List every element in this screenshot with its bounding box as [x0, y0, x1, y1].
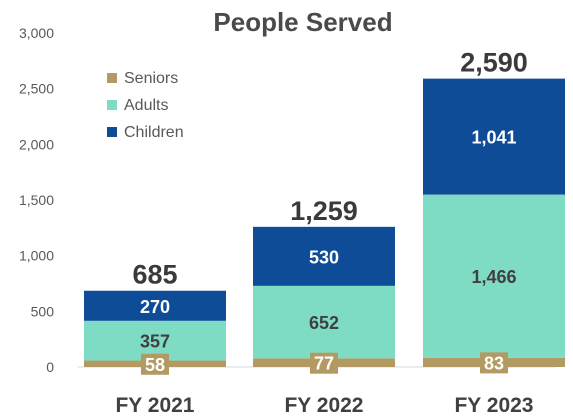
bar-children-fy-2022: [253, 226, 395, 286]
data-label-seniors: 77: [314, 354, 334, 374]
legend: Seniors Adults Children: [107, 70, 184, 141]
data-label-box: [480, 352, 508, 374]
legend-label-adults: Adults: [124, 97, 168, 114]
x-tick-label: FY 2023: [454, 394, 533, 417]
total-label: 685: [132, 260, 177, 290]
data-label-seniors: 83: [484, 353, 504, 373]
data-label-seniors: 58: [145, 355, 165, 375]
y-axis: 0 500 1,000 1,500 2,000 2,500 3,000: [19, 25, 54, 375]
total-label: 1,259: [290, 196, 358, 226]
data-label-adults: 1,466: [471, 267, 516, 287]
y-tick-label: 0: [46, 359, 54, 375]
data-label-box: [310, 352, 338, 374]
y-tick-label: 1,500: [19, 192, 54, 208]
data-label-adults: 357: [140, 332, 170, 352]
y-tick-label: 3,000: [19, 25, 54, 41]
x-axis: FY 2021 FY 2022 FY 2023: [115, 394, 533, 417]
legend-label-children: Children: [124, 124, 184, 141]
data-label-children: 530: [309, 247, 339, 267]
chart-title: People Served: [213, 7, 392, 37]
data-label-children: 270: [140, 297, 170, 317]
y-tick-label: 2,000: [19, 136, 54, 152]
bars: 58 357 270 685 77 652 530 1,259 83 1,466 1,041 2,59…: [84, 48, 565, 375]
x-tick-label: FY 2022: [284, 394, 363, 417]
data-label-adults: 652: [309, 313, 339, 333]
y-tick-label: 1,000: [19, 248, 54, 264]
data-label-box: [141, 353, 169, 375]
legend-label-seniors: Seniors: [124, 70, 178, 87]
legend-swatch-seniors: [107, 73, 117, 83]
bar-children-fy-2021: [84, 290, 226, 321]
x-tick-label: FY 2021: [115, 394, 194, 417]
bar-adults-fy-2022: [253, 285, 395, 359]
total-label: 2,590: [460, 48, 528, 78]
y-tick-label: 2,500: [19, 81, 54, 97]
legend-swatch-children: [107, 127, 117, 137]
bar-adults-fy-2023: [423, 194, 565, 358]
y-tick-label: 500: [31, 303, 55, 319]
data-label-children: 1,041: [471, 128, 516, 148]
bar-children-fy-2023: [423, 78, 565, 195]
legend-swatch-adults: [107, 100, 117, 110]
